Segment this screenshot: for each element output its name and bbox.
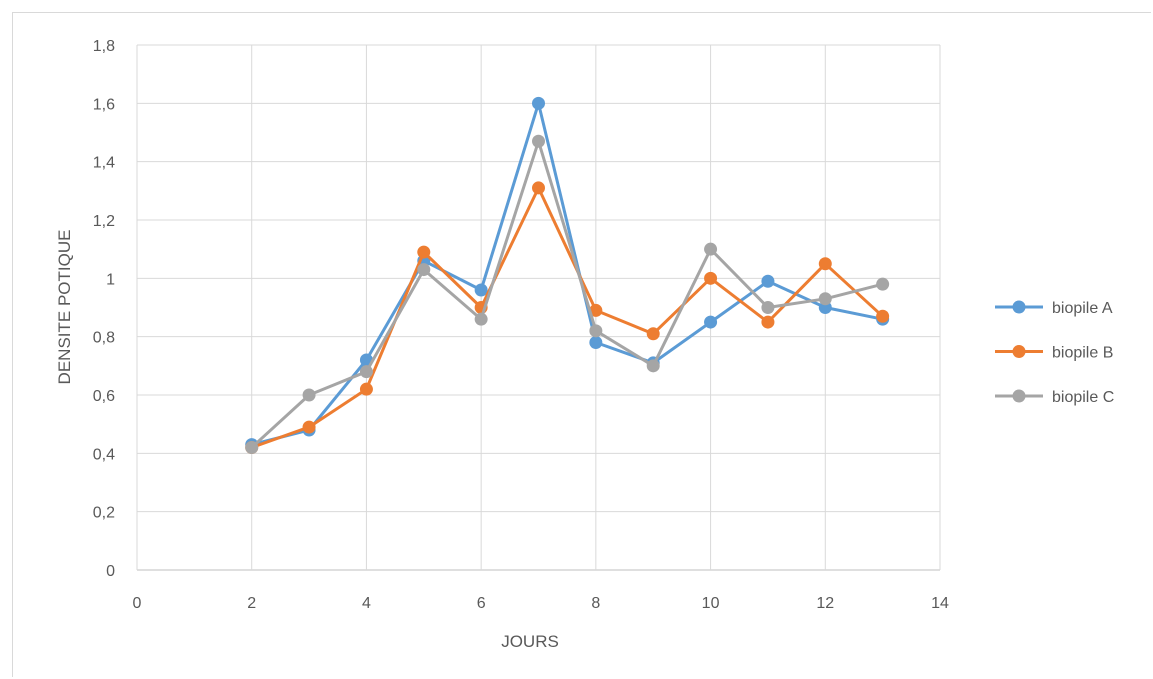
data-point [359, 365, 373, 379]
series-line [250, 186, 885, 449]
legend-entry: biopile A [995, 300, 1113, 317]
x-tick-label: 8 [591, 595, 600, 612]
x-tick-label: 0 [133, 595, 142, 612]
data-point [589, 303, 603, 317]
data-point [474, 312, 488, 326]
legend-marker [1012, 345, 1026, 358]
grid [136, 44, 941, 571]
legend-label: biopile B [1052, 345, 1113, 362]
legend-marker [1012, 389, 1026, 403]
y-tick-label: 1 [106, 271, 115, 288]
x-tick-label: 12 [816, 595, 834, 612]
data-point [589, 324, 603, 338]
x-tick-label: 10 [702, 595, 720, 612]
data-point [474, 283, 488, 297]
data-point [532, 96, 545, 110]
legend-label: biopile C [1052, 389, 1114, 406]
data-point [704, 271, 718, 285]
x-axis-title: JOURS [501, 632, 559, 651]
y-tick-label: 1,2 [93, 213, 115, 230]
x-tick-label: 14 [931, 595, 949, 612]
y-tick-label: 1,6 [93, 96, 115, 113]
data-point [818, 257, 832, 271]
y-axis-title: DENSITE POTIQUE [55, 230, 74, 385]
data-point [532, 181, 545, 195]
legend-entry: biopile B [995, 345, 1113, 362]
data-point [646, 327, 660, 341]
series-1 [245, 96, 890, 452]
data-point [359, 382, 373, 396]
y-tick-label: 0,4 [93, 446, 115, 463]
series-line [250, 101, 885, 447]
data-point [302, 388, 316, 402]
y-tick-label: 1,4 [93, 155, 115, 172]
y-tick-label: 0 [106, 563, 115, 580]
legend: biopile A biopile B biopile C [995, 300, 1114, 406]
data-point [876, 309, 890, 323]
data-point [818, 292, 832, 306]
data-point [302, 420, 316, 434]
legend-entry: biopile C [995, 389, 1114, 406]
data-point [417, 263, 431, 277]
x-tick-label: 2 [247, 595, 256, 612]
data-point [704, 242, 718, 256]
x-axis-ticks: 0 2 4 6 8 10 12 14 [133, 595, 949, 612]
x-tick-label: 6 [477, 595, 486, 612]
legend-marker [1012, 300, 1026, 314]
legend-label: biopile A [1052, 300, 1113, 317]
series-3 [245, 134, 890, 454]
y-axis-ticks: 0 0,2 0,4 0,6 0,8 1 1,2 1,4 1,6 1,8 [93, 38, 115, 580]
data-point [532, 134, 545, 148]
data-point [761, 274, 775, 288]
series-2 [245, 181, 890, 454]
y-tick-label: 0,2 [93, 505, 115, 522]
y-tick-label: 0,8 [93, 330, 115, 347]
data-point [417, 245, 431, 259]
x-tick-label: 4 [362, 595, 371, 612]
data-point [704, 315, 718, 329]
series-layer [245, 96, 890, 454]
data-point [646, 359, 660, 373]
y-tick-label: 1,8 [93, 38, 115, 55]
data-point [876, 277, 890, 291]
y-tick-label: 0,6 [93, 388, 115, 405]
data-point [761, 301, 775, 314]
data-point [589, 336, 603, 349]
chart-frame [12, 12, 1151, 677]
data-point [761, 315, 775, 329]
data-point [245, 441, 259, 454]
series-line [250, 139, 885, 449]
